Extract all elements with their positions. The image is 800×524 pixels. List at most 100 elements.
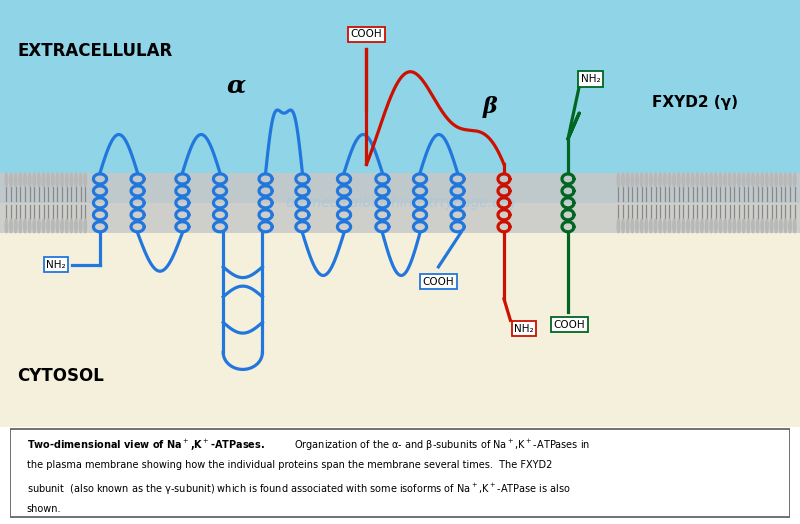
Circle shape xyxy=(19,173,22,187)
Circle shape xyxy=(42,173,45,187)
Circle shape xyxy=(5,219,8,233)
Circle shape xyxy=(631,173,634,187)
Circle shape xyxy=(70,219,73,233)
Circle shape xyxy=(56,173,58,187)
Text: the plasma membrane showing how the individual proteins span the membrane severa: the plasma membrane showing how the indi… xyxy=(26,460,552,470)
Circle shape xyxy=(733,173,736,187)
Circle shape xyxy=(784,219,786,233)
Circle shape xyxy=(766,219,768,233)
Circle shape xyxy=(747,219,750,233)
Text: FXYD2 (γ): FXYD2 (γ) xyxy=(652,95,738,110)
Circle shape xyxy=(10,173,12,187)
Circle shape xyxy=(51,173,54,187)
Text: themedicalbiochimistrtypage.org: themedicalbiochimistrtypage.org xyxy=(285,196,515,210)
Circle shape xyxy=(752,173,754,187)
Circle shape xyxy=(645,219,647,233)
Circle shape xyxy=(770,219,773,233)
Circle shape xyxy=(61,173,63,187)
Circle shape xyxy=(640,173,643,187)
Circle shape xyxy=(61,219,63,233)
Circle shape xyxy=(710,173,713,187)
Circle shape xyxy=(659,173,662,187)
Bar xyxy=(0,0,800,203)
Circle shape xyxy=(710,219,713,233)
Circle shape xyxy=(626,173,629,187)
Circle shape xyxy=(766,173,768,187)
Circle shape xyxy=(19,219,22,233)
Circle shape xyxy=(691,173,694,187)
Circle shape xyxy=(14,173,17,187)
Circle shape xyxy=(74,219,78,233)
Circle shape xyxy=(28,219,31,233)
Circle shape xyxy=(696,173,698,187)
Text: CYTOSOL: CYTOSOL xyxy=(18,367,105,385)
Circle shape xyxy=(663,219,666,233)
Circle shape xyxy=(738,173,740,187)
Circle shape xyxy=(66,219,68,233)
Text: COOH: COOH xyxy=(554,320,586,330)
Circle shape xyxy=(775,219,778,233)
Text: COOH: COOH xyxy=(422,277,454,287)
Circle shape xyxy=(724,219,726,233)
Circle shape xyxy=(79,219,82,233)
Circle shape xyxy=(79,173,82,187)
Text: shown.: shown. xyxy=(26,504,62,514)
Circle shape xyxy=(789,219,791,233)
Circle shape xyxy=(668,219,670,233)
Text: EXTRACELLULAR: EXTRACELLULAR xyxy=(18,42,173,60)
Circle shape xyxy=(794,219,796,233)
Text: NH₂: NH₂ xyxy=(46,260,66,270)
Circle shape xyxy=(770,173,773,187)
Circle shape xyxy=(617,173,620,187)
FancyBboxPatch shape xyxy=(10,429,790,517)
Circle shape xyxy=(779,173,782,187)
Circle shape xyxy=(24,173,26,187)
Circle shape xyxy=(747,173,750,187)
Circle shape xyxy=(47,219,50,233)
Circle shape xyxy=(5,173,8,187)
Circle shape xyxy=(33,219,35,233)
Circle shape xyxy=(761,173,763,187)
Circle shape xyxy=(682,219,685,233)
Text: Two-dimensional view of Na$^+$,K$^+$-ATPases.: Two-dimensional view of Na$^+$,K$^+$-ATP… xyxy=(26,438,265,453)
Circle shape xyxy=(24,219,26,233)
Circle shape xyxy=(33,173,35,187)
Circle shape xyxy=(724,173,726,187)
Circle shape xyxy=(659,219,662,233)
Circle shape xyxy=(742,219,745,233)
Circle shape xyxy=(714,173,717,187)
Circle shape xyxy=(673,173,675,187)
Text: β: β xyxy=(482,96,497,118)
Circle shape xyxy=(10,219,12,233)
Circle shape xyxy=(733,219,736,233)
Circle shape xyxy=(56,219,58,233)
Circle shape xyxy=(706,219,708,233)
Circle shape xyxy=(70,173,73,187)
Circle shape xyxy=(668,173,670,187)
Circle shape xyxy=(654,219,657,233)
Circle shape xyxy=(784,173,786,187)
Circle shape xyxy=(742,173,745,187)
Circle shape xyxy=(756,173,759,187)
Text: Organization of the α- and β-subunits of Na$^+$,K$^+$-ATPases in: Organization of the α- and β-subunits of… xyxy=(290,438,590,453)
Circle shape xyxy=(761,219,763,233)
Text: COOH: COOH xyxy=(350,29,382,39)
Circle shape xyxy=(645,173,647,187)
Circle shape xyxy=(729,219,731,233)
Circle shape xyxy=(678,173,680,187)
Bar xyxy=(0,203,800,427)
Circle shape xyxy=(84,173,86,187)
Circle shape xyxy=(738,219,740,233)
Bar xyxy=(0,173,800,233)
Circle shape xyxy=(775,173,778,187)
Circle shape xyxy=(682,173,685,187)
Circle shape xyxy=(714,219,717,233)
Circle shape xyxy=(719,173,722,187)
Circle shape xyxy=(654,173,657,187)
Circle shape xyxy=(47,173,50,187)
Circle shape xyxy=(636,173,638,187)
Circle shape xyxy=(686,173,690,187)
Circle shape xyxy=(789,173,791,187)
Circle shape xyxy=(650,173,652,187)
Circle shape xyxy=(38,219,40,233)
